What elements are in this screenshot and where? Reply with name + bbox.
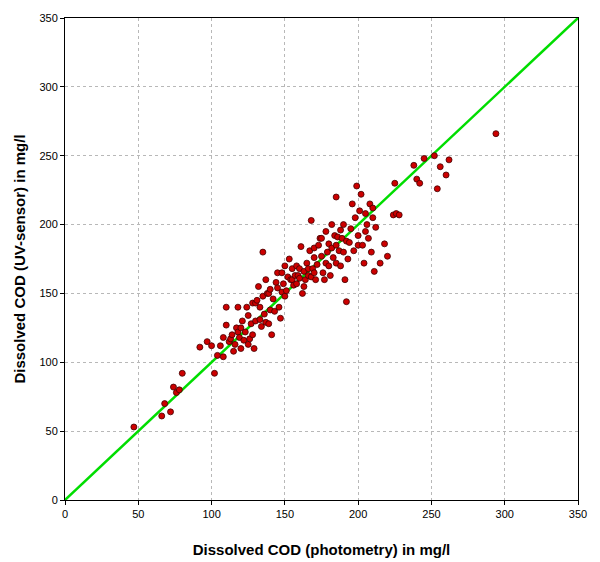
svg-text:200: 200 [39,218,57,230]
svg-text:300: 300 [496,508,514,520]
svg-text:0: 0 [52,494,58,506]
svg-text:50: 50 [46,425,58,437]
svg-text:50: 50 [132,508,144,520]
svg-text:Dissolved COD (photometry) in: Dissolved COD (photometry) in mg/l [193,541,451,558]
svg-text:300: 300 [39,81,57,93]
svg-text:0: 0 [62,508,68,520]
svg-text:150: 150 [39,287,57,299]
svg-text:350: 350 [569,508,587,520]
svg-text:Dissolved COD (UV-sensor) in m: Dissolved COD (UV-sensor) in mg/l [11,134,28,383]
svg-text:100: 100 [202,508,220,520]
svg-text:150: 150 [276,508,294,520]
svg-text:100: 100 [39,356,57,368]
svg-text:350: 350 [39,12,57,24]
svg-text:250: 250 [422,508,440,520]
svg-text:250: 250 [39,150,57,162]
svg-text:200: 200 [349,508,367,520]
